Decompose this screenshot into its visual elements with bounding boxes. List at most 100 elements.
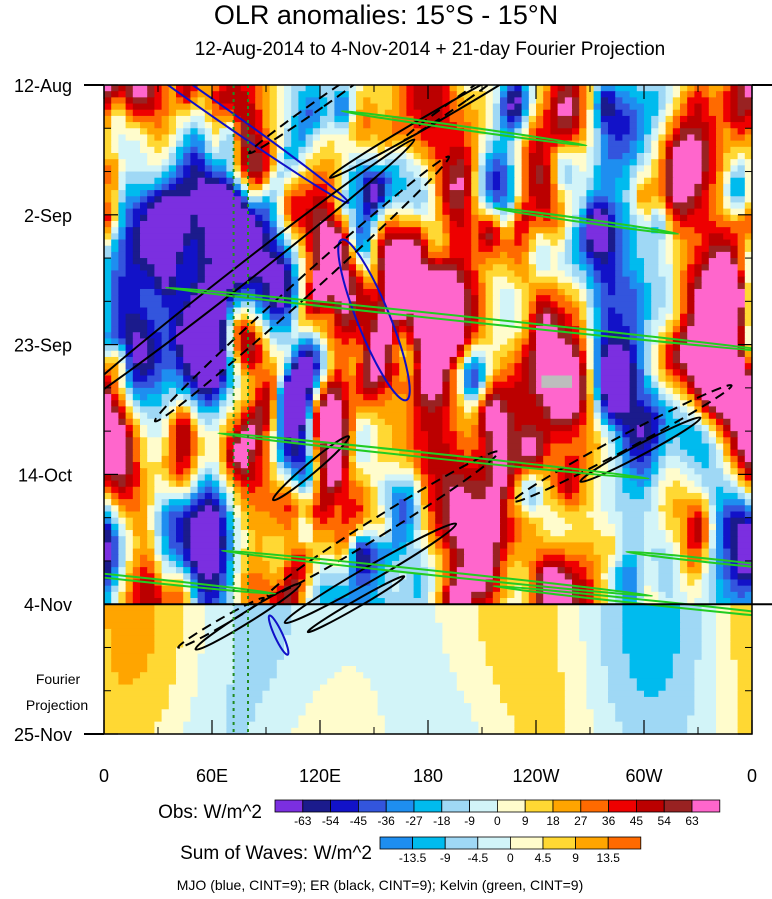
anomaly-cell [471,338,479,346]
anomaly-cell [500,530,508,537]
anomaly-cell [694,406,703,414]
anomaly-cell [680,468,695,475]
anomaly-cell [593,560,602,568]
anomaly-cell [665,455,681,463]
anomaly-cell [651,499,659,506]
anomaly-cell [593,418,602,426]
anomaly-cell [298,183,314,191]
anomaly-cell [168,536,177,543]
anomaly-cell [197,412,220,420]
anomaly-cell [636,251,659,259]
anomaly-cell [636,134,645,142]
anomaly-cell [521,356,530,364]
anomaly-cell [363,190,371,197]
anomaly-cell [615,227,623,234]
anomaly-cell [680,530,688,537]
anomaly-cell [168,517,177,525]
anomaly-cell [658,97,667,105]
anomaly-cell [543,214,551,222]
anomaly-cell [680,258,688,265]
anomaly-cell [507,196,515,204]
anomaly-cell [255,412,263,420]
anomaly-cell [716,202,724,210]
anomaly-cell [456,270,465,278]
anomaly-cell [111,511,119,519]
anomaly-cell [154,344,163,352]
anomaly-cell [478,220,494,228]
anomaly-cell [492,103,501,111]
anomaly-cell [197,443,206,451]
anomaly-cell [521,350,530,358]
anomaly-cell [284,214,292,222]
anomaly-cell [248,202,271,210]
anomaly-cell [600,183,616,191]
anomaly-cell [154,177,163,185]
anomaly-cell [248,394,256,401]
anomaly-cell [104,369,112,377]
anomaly-cell [291,270,299,278]
anomaly-cell [248,326,256,333]
anomaly-cell [694,196,703,204]
anomaly-cell [478,326,487,333]
anomaly-cell [233,152,242,160]
anomaly-cell [449,171,465,179]
anomaly-cell [665,190,674,197]
anomaly-cell [262,128,271,136]
anomaly-cell [356,282,364,290]
anomaly-cell [644,381,652,389]
anomaly-cell [341,455,350,463]
anomaly-cell [442,474,465,482]
anomaly-cell [341,560,350,568]
anomaly-cell [694,313,739,321]
anomaly-cell [104,548,112,556]
anomaly-cell [183,492,191,500]
anomaly-cell [327,394,335,401]
anomaly-cell [701,579,710,587]
anomaly-cell [456,387,465,395]
anomaly-cell [593,517,609,525]
anomaly-cell [118,196,127,204]
anomaly-cell [665,103,674,111]
anomaly-cell [694,511,703,519]
anomaly-cell [665,468,681,475]
anomaly-cell [449,220,458,228]
anomaly-cell [593,486,602,494]
anomaly-cell [104,424,127,432]
anomaly-cell [593,190,616,197]
anomaly-cell [312,474,321,482]
anomaly-cell [118,208,127,216]
anomaly-cell [572,122,580,129]
anomaly-cell [600,455,609,463]
anomaly-cell [737,480,746,488]
anomaly-cell [276,220,285,228]
anomaly-cell [701,109,710,117]
anomaly-cell [492,554,501,562]
anomaly-cell [572,332,580,340]
anomaly-cell [492,134,501,142]
anomaly-cell [672,344,681,352]
anomaly-cell [132,424,141,432]
anomaly-cell [521,233,530,241]
anomaly-cell [255,313,263,321]
anomaly-cell [233,356,242,364]
anomaly-cell [680,369,688,377]
anomaly-cell [168,560,177,568]
anomaly-cell [420,375,443,383]
anomaly-cell [435,208,443,216]
anomaly-cell [377,270,386,278]
anomaly-cell [471,122,479,129]
anomaly-cell [579,375,587,383]
anomaly-cell [600,443,609,451]
anomaly-cell [219,400,227,408]
anomaly-cell [442,585,451,593]
anomaly-cell [356,177,364,185]
anomaly-cell [132,591,141,599]
anomaly-cell [521,183,530,191]
anomaly-cell [514,288,523,296]
anomaly-cell [356,474,371,482]
anomaly-cell [233,282,242,290]
anomaly-cell [672,239,681,247]
anomaly-cell [435,585,443,593]
anomaly-cell [615,585,623,593]
anomaly-cell [485,424,508,432]
